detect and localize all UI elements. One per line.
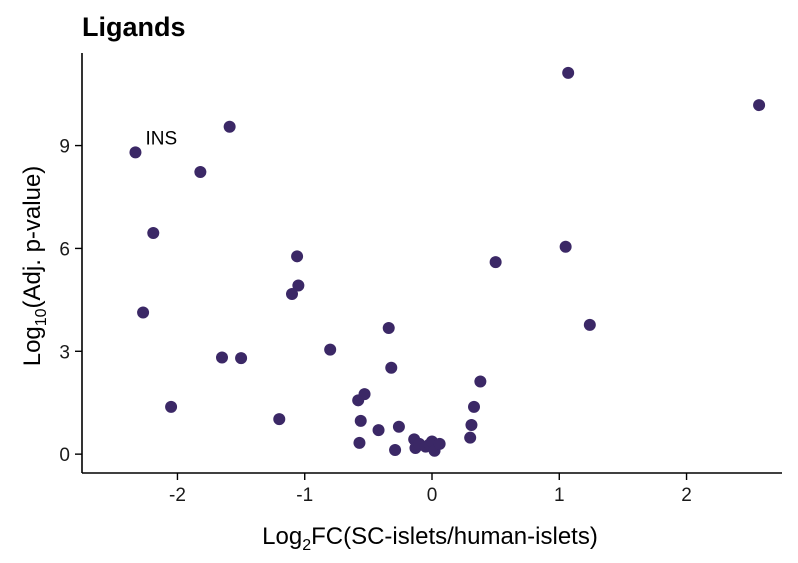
x-tick-label: 0 bbox=[427, 485, 438, 506]
data-point bbox=[392, 420, 405, 433]
data-point bbox=[292, 279, 305, 292]
y-tick-label: 0 bbox=[59, 445, 70, 466]
x-axis-title-subscript: 2 bbox=[302, 537, 311, 554]
data-point bbox=[464, 431, 477, 444]
y-tick-label: 6 bbox=[59, 239, 70, 260]
data-point bbox=[559, 240, 572, 253]
data-point bbox=[223, 120, 236, 133]
data-point bbox=[489, 256, 502, 269]
data-point bbox=[216, 351, 228, 364]
data-point bbox=[753, 99, 766, 112]
data-point bbox=[137, 306, 150, 319]
data-point bbox=[286, 288, 298, 301]
annotations-layer: INS bbox=[145, 128, 177, 149]
data-point bbox=[235, 352, 248, 365]
y-tick-label: 9 bbox=[59, 137, 70, 158]
data-point bbox=[273, 413, 286, 426]
data-point bbox=[562, 66, 575, 79]
points-layer bbox=[129, 66, 766, 457]
data-point bbox=[382, 321, 395, 334]
data-point bbox=[165, 400, 178, 413]
data-point bbox=[353, 436, 366, 449]
y-axis-title: Log10(Adj. p-value) bbox=[19, 166, 50, 367]
y-axis-title-suffix: (Adj. p-value) bbox=[19, 166, 46, 309]
data-point bbox=[291, 250, 304, 263]
x-tick-label: 2 bbox=[681, 485, 692, 506]
data-point bbox=[372, 424, 385, 437]
data-point bbox=[433, 437, 446, 450]
y-ticks: 0 3 6 9 bbox=[59, 137, 82, 466]
data-point bbox=[129, 146, 142, 159]
x-tick-label: -2 bbox=[169, 485, 186, 506]
data-point bbox=[354, 414, 367, 427]
x-axis-title-prefix: Log bbox=[262, 523, 302, 550]
data-point bbox=[389, 444, 402, 457]
data-point bbox=[147, 227, 160, 239]
chart-title: Ligands bbox=[82, 12, 186, 42]
x-axis-title-suffix: FC(SC-islets/human-islets) bbox=[311, 523, 598, 550]
data-point bbox=[583, 318, 596, 331]
data-point bbox=[358, 388, 371, 401]
y-tick-label: 3 bbox=[59, 342, 70, 363]
x-tick-label: 1 bbox=[554, 485, 565, 506]
data-point bbox=[194, 165, 207, 178]
x-ticks: -2 -1 0 1 2 bbox=[169, 473, 692, 506]
point-label: INS bbox=[145, 128, 177, 149]
y-axis-title-subscript: 10 bbox=[33, 308, 50, 326]
x-axis-title: Log2FC(SC-islets/human-islets) bbox=[262, 523, 598, 554]
data-point bbox=[474, 375, 487, 388]
x-tick-label: -1 bbox=[296, 485, 313, 506]
y-axis-title-prefix: Log bbox=[19, 326, 46, 366]
data-point bbox=[468, 400, 480, 413]
data-point bbox=[465, 419, 478, 431]
data-point bbox=[324, 343, 337, 356]
data-point bbox=[385, 361, 398, 374]
